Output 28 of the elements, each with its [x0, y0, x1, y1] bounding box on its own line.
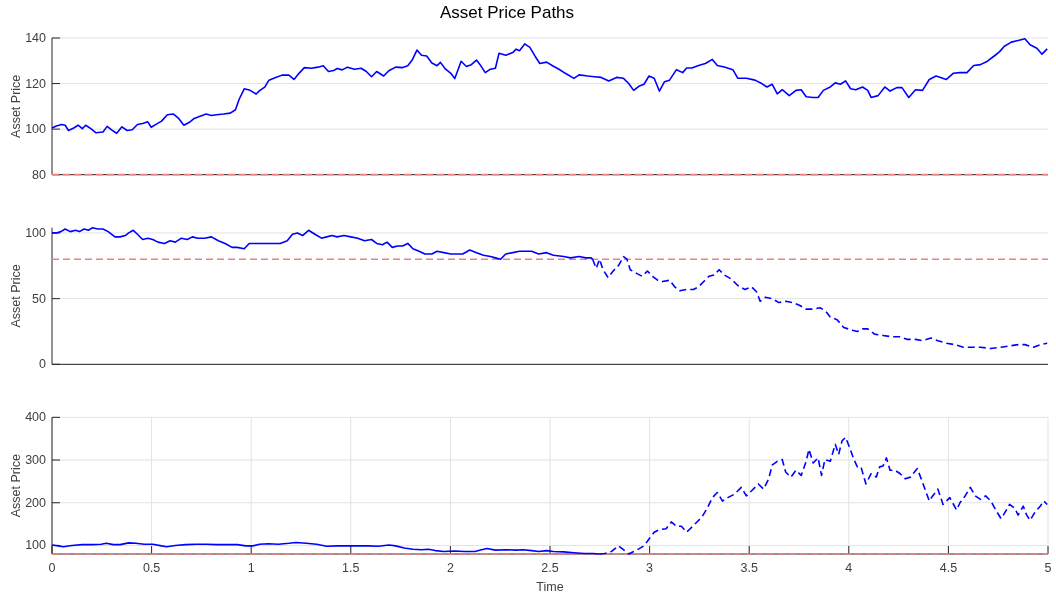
x-tick-label: 0.5: [142, 561, 161, 575]
x-tick-label: 3.5: [740, 561, 758, 575]
y-tick-label: 80: [32, 167, 47, 182]
x-tick-label: 0: [48, 561, 56, 575]
y-axis-title: Asset Price: [9, 74, 23, 138]
y-tick-label: 100: [25, 122, 47, 137]
x-tick-label: 4: [845, 561, 853, 575]
x-tick-label: 4.5: [939, 561, 958, 575]
x-tick-label: 2.5: [541, 561, 559, 575]
y-tick-label: 100: [25, 225, 47, 240]
line-series: [51, 37, 1048, 135]
y-tick-label: 100: [25, 538, 47, 553]
y-tick-label: 120: [25, 76, 47, 91]
y-axis-title: Asset Price: [9, 264, 23, 328]
x-tick-label: 1.5: [342, 561, 360, 575]
x-tick-label: 2: [446, 561, 454, 575]
y-tick-label: 200: [25, 495, 47, 510]
x-tick-label: 1: [247, 561, 255, 575]
y-tick-label: 50: [32, 291, 47, 306]
y-tick-label: 0: [39, 357, 47, 372]
x-tick-label: 3: [646, 561, 654, 575]
x-axis-title: Time: [536, 580, 564, 594]
chart-title: Asset Price Paths: [439, 2, 575, 22]
y-tick-label: 300: [25, 453, 47, 468]
y-tick-label: 140: [25, 31, 47, 45]
x-tick-label: 5: [1044, 561, 1052, 575]
y-axis-title: Asset Price: [9, 454, 23, 518]
y-tick-label: 400: [25, 410, 47, 425]
